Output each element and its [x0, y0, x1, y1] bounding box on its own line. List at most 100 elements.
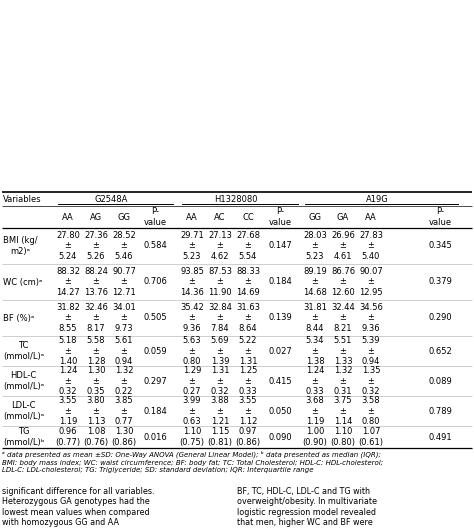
Text: AA: AA	[186, 212, 198, 222]
Text: 5.63
±
0.80: 5.63 ± 0.80	[182, 336, 201, 366]
Text: 32.44
±
8.21: 32.44 ± 8.21	[331, 303, 355, 333]
Text: 1.32
±
0.31: 1.32 ± 0.31	[334, 366, 352, 396]
Text: 0.089: 0.089	[428, 376, 452, 385]
Text: 26.96
±
4.61: 26.96 ± 4.61	[331, 231, 355, 261]
Text: GA: GA	[337, 212, 349, 222]
Text: 29.71
±
5.23: 29.71 ± 5.23	[180, 231, 204, 261]
Text: 3.55
±
1.19: 3.55 ± 1.19	[59, 396, 77, 426]
Text: HDL-C
(mmol/L)ᵃ: HDL-C (mmol/L)ᵃ	[3, 371, 44, 391]
Text: 0.789: 0.789	[428, 407, 452, 416]
Text: 0.491: 0.491	[428, 432, 452, 441]
Text: 0.139: 0.139	[268, 314, 292, 323]
Text: 0.050: 0.050	[268, 407, 292, 416]
Text: 1.29
±
0.27: 1.29 ± 0.27	[183, 366, 201, 396]
Text: 88.24
±
13.76: 88.24 ± 13.76	[84, 267, 108, 297]
Text: BMI (kg/
m2)ᵃ: BMI (kg/ m2)ᵃ	[3, 237, 37, 256]
Text: 31.81
±
8.44: 31.81 ± 8.44	[303, 303, 327, 333]
Text: AC: AC	[214, 212, 226, 222]
Text: 1.32
±
0.22: 1.32 ± 0.22	[115, 366, 133, 396]
Text: 5.18
±
1.40: 5.18 ± 1.40	[59, 336, 77, 366]
Text: 1.24
±
0.33: 1.24 ± 0.33	[306, 366, 324, 396]
Text: BF (%)ᵃ: BF (%)ᵃ	[3, 314, 34, 323]
Text: G2548A: G2548A	[95, 194, 128, 203]
Text: significant difference for all variables.
Heterozygous GA genotypes had the
lowe: significant difference for all variables…	[2, 487, 157, 528]
Text: 28.52
±
5.46: 28.52 ± 5.46	[112, 231, 136, 261]
Text: 90.77
±
12.71: 90.77 ± 12.71	[112, 267, 136, 297]
Text: 1.10
(0.80): 1.10 (0.80)	[330, 427, 356, 447]
Text: 0.290: 0.290	[428, 314, 452, 323]
Text: 0.184: 0.184	[143, 407, 167, 416]
Text: 0.184: 0.184	[268, 278, 292, 287]
Text: 0.027: 0.027	[268, 346, 292, 355]
Text: 0.415: 0.415	[268, 376, 292, 385]
Text: 3.55
±
1.12: 3.55 ± 1.12	[239, 396, 257, 426]
Text: GG: GG	[118, 212, 130, 222]
Text: 32.46
±
8.17: 32.46 ± 8.17	[84, 303, 108, 333]
Text: 0.090: 0.090	[268, 432, 292, 441]
Text: 88.32
±
14.27: 88.32 ± 14.27	[56, 267, 80, 297]
Text: 1.25
±
0.33: 1.25 ± 0.33	[239, 366, 257, 396]
Text: 0.584: 0.584	[143, 241, 167, 250]
Text: 5.51
±
1.33: 5.51 ± 1.33	[334, 336, 352, 366]
Text: 1.24
±
0.32: 1.24 ± 0.32	[59, 366, 77, 396]
Text: 0.652: 0.652	[428, 346, 452, 355]
Text: 0.345: 0.345	[428, 241, 452, 250]
Text: 31.63
±
8.64: 31.63 ± 8.64	[236, 303, 260, 333]
Text: AA: AA	[62, 212, 74, 222]
Text: 0.016: 0.016	[143, 432, 167, 441]
Text: 5.61
±
0.94: 5.61 ± 0.94	[115, 336, 133, 366]
Text: 1.30
±
0.35: 1.30 ± 0.35	[87, 366, 105, 396]
Text: 1.31
±
0.32: 1.31 ± 0.32	[211, 366, 229, 396]
Text: 3.68
±
1.19: 3.68 ± 1.19	[306, 396, 324, 426]
Text: 1.08
(0.76): 1.08 (0.76)	[83, 427, 109, 447]
Text: 5.39
±
0.94: 5.39 ± 0.94	[362, 336, 380, 366]
Text: 1.00
(0.90): 1.00 (0.90)	[302, 427, 328, 447]
Text: 1.35
±
0.32: 1.35 ± 0.32	[362, 366, 380, 396]
Text: 3.85
±
0.77: 3.85 ± 0.77	[115, 396, 133, 426]
Text: 1.30
(0.86): 1.30 (0.86)	[111, 427, 137, 447]
Text: 3.88
±
1.21: 3.88 ± 1.21	[210, 396, 229, 426]
Text: ᵃ data presented as mean ±SD: One-Way ANOVA (General Linear Model); ᵇ data prese: ᵃ data presented as mean ±SD: One-Way AN…	[2, 451, 383, 473]
Text: 35.42
±
9.36: 35.42 ± 9.36	[180, 303, 204, 333]
Text: 27.68
±
5.54: 27.68 ± 5.54	[236, 231, 260, 261]
Text: 0.97
(0.86): 0.97 (0.86)	[236, 427, 261, 447]
Text: 90.07
±
12.95: 90.07 ± 12.95	[359, 267, 383, 297]
Text: 93.85
±
14.36: 93.85 ± 14.36	[180, 267, 204, 297]
Text: 28.03
±
5.23: 28.03 ± 5.23	[303, 231, 327, 261]
Text: 0.96
(0.77): 0.96 (0.77)	[55, 427, 81, 447]
Text: 1.07
(0.61): 1.07 (0.61)	[358, 427, 383, 447]
Text: Variables: Variables	[3, 194, 42, 203]
Text: 87.53
±
11.90: 87.53 ± 11.90	[208, 267, 232, 297]
Text: 0.147: 0.147	[268, 241, 292, 250]
Text: BF, TC, HDL-C, LDL-C and TG with
overweight/obesity. In multivariate
logistic re: BF, TC, HDL-C, LDL-C and TG with overwei…	[237, 487, 381, 528]
Text: GG: GG	[309, 212, 321, 222]
Text: 89.19
±
14.68: 89.19 ± 14.68	[303, 267, 327, 297]
Text: P-
value: P- value	[428, 208, 452, 227]
Text: 3.75
±
1.14: 3.75 ± 1.14	[334, 396, 352, 426]
Text: 27.36
±
5.26: 27.36 ± 5.26	[84, 231, 108, 261]
Text: 27.13
±
4.62: 27.13 ± 4.62	[208, 231, 232, 261]
Text: 0.297: 0.297	[143, 376, 167, 385]
Text: A19G: A19G	[366, 194, 389, 203]
Text: 5.22
±
1.31: 5.22 ± 1.31	[239, 336, 257, 366]
Text: 0.706: 0.706	[143, 278, 167, 287]
Text: 34.56
±
9.36: 34.56 ± 9.36	[359, 303, 383, 333]
Text: P-
value: P- value	[144, 208, 166, 227]
Text: AG: AG	[90, 212, 102, 222]
Text: 27.80
±
5.24: 27.80 ± 5.24	[56, 231, 80, 261]
Text: 0.505: 0.505	[143, 314, 167, 323]
Text: 1.15
(0.81): 1.15 (0.81)	[208, 427, 233, 447]
Text: 34.01
±
9.73: 34.01 ± 9.73	[112, 303, 136, 333]
Text: 3.58
±
0.80: 3.58 ± 0.80	[362, 396, 380, 426]
Text: 32.84
±
7.84: 32.84 ± 7.84	[208, 303, 232, 333]
Text: TC
(mmol/L)ᵃ: TC (mmol/L)ᵃ	[3, 341, 44, 361]
Text: 0.059: 0.059	[143, 346, 167, 355]
Text: 5.69
±
1.39: 5.69 ± 1.39	[211, 336, 229, 366]
Text: 1.10
(0.75): 1.10 (0.75)	[180, 427, 204, 447]
Text: AA: AA	[365, 212, 377, 222]
Text: LDL-C
(mmol/L)ᵃ: LDL-C (mmol/L)ᵃ	[3, 401, 44, 421]
Text: 3.80
±
1.13: 3.80 ± 1.13	[87, 396, 105, 426]
Text: H1328080: H1328080	[214, 194, 258, 203]
Text: 86.76
±
12.60: 86.76 ± 12.60	[331, 267, 355, 297]
Text: 3.99
±
0.63: 3.99 ± 0.63	[182, 396, 201, 426]
